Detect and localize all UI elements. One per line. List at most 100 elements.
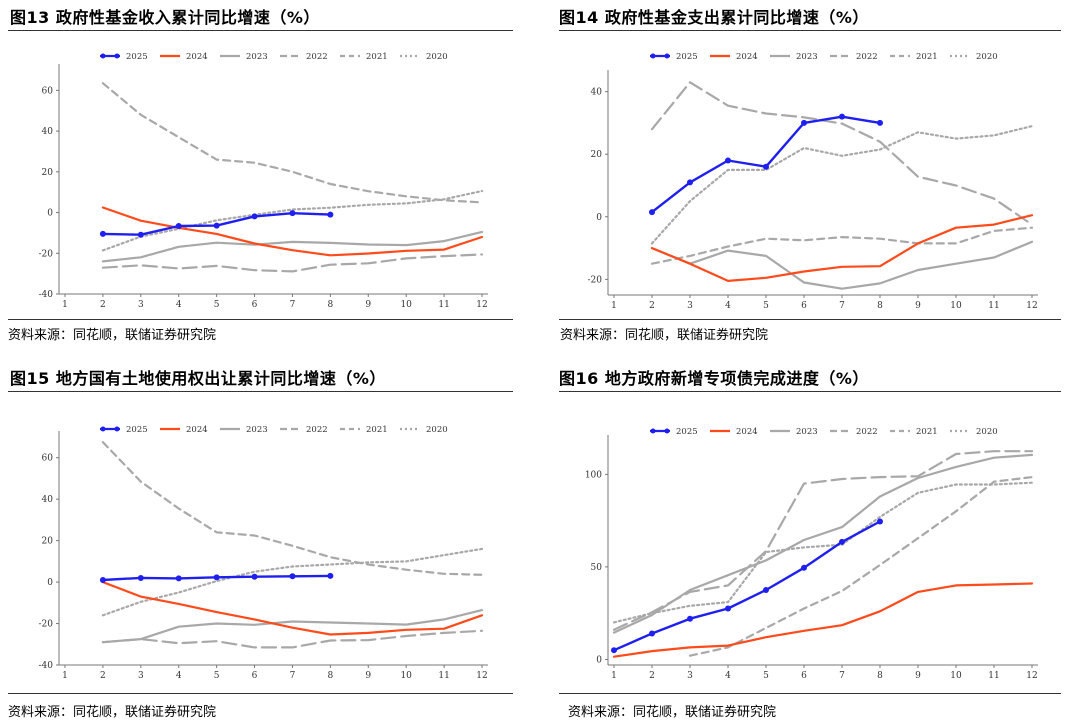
legend-label: 2020	[426, 52, 448, 62]
x-tick-label: 4	[725, 671, 731, 681]
x-tick-label: 3	[138, 300, 144, 310]
series-line-2020	[650, 124, 1034, 245]
data-point-2025	[289, 210, 296, 217]
x-tick-label: 4	[176, 671, 182, 681]
y-tick-label: 20	[42, 537, 54, 547]
title-divider	[559, 30, 1061, 31]
data-point-2025	[213, 574, 220, 581]
data-point-2025	[725, 605, 731, 612]
legend-label: 2023	[796, 427, 818, 437]
data-point-2025	[327, 211, 334, 218]
title-divider	[559, 391, 1061, 392]
legend-item-2021: 2021	[340, 425, 388, 435]
legend-label: 2025	[126, 52, 148, 62]
data-point-2025	[99, 230, 106, 237]
chart-title: 图16 地方政府新增专项债完成进度（%）	[559, 369, 869, 388]
series-line-2024	[612, 582, 1034, 658]
series-line-2020	[612, 481, 1034, 624]
x-tick-label: 3	[687, 671, 693, 681]
x-tick-label: 11	[438, 671, 449, 681]
y-tick-label: -40	[39, 290, 54, 300]
series-line-2021	[101, 441, 484, 576]
source-note: 资料来源：同花顺，联储证券研究院	[8, 328, 217, 343]
data-point-2025	[877, 119, 883, 126]
data-point-2025	[137, 574, 144, 581]
x-tick-label: 5	[763, 301, 769, 311]
source-note: 资料来源：同花顺，联储证券研究院	[560, 328, 769, 343]
data-point-2025	[611, 647, 617, 654]
data-point-2025	[251, 573, 258, 580]
legend-item-2025: 2025	[100, 52, 148, 62]
series-line-2022	[101, 253, 484, 273]
x-tick-label: 10	[950, 671, 962, 681]
legend-item-2024: 2024	[160, 425, 208, 435]
data-point-2025	[877, 518, 883, 525]
chart-panel-3: 图15 地方国有土地使用权出让累计同比增速（%） -40 -20 0 20 40 60 1 2…	[0, 361, 525, 722]
series-line-2022	[650, 81, 1034, 226]
legend-marker	[664, 428, 670, 434]
series-line-2021	[688, 475, 1034, 657]
x-tick-label: 1	[62, 671, 68, 681]
legend-marker	[650, 53, 656, 59]
legend-item-2023: 2023	[220, 52, 268, 62]
legend-item-2022: 2022	[280, 52, 328, 62]
data-point-2025	[99, 577, 106, 584]
x-tick-label: 4	[176, 300, 182, 310]
x-tick-label: 1	[611, 671, 617, 681]
legend-label: 2024	[186, 425, 208, 435]
legend-label: 2021	[366, 52, 388, 62]
series-line-2022	[101, 629, 484, 649]
legend-label: 2025	[676, 427, 698, 437]
data-point-2025	[175, 222, 182, 229]
series-line-2025	[612, 520, 882, 652]
chart-title: 图13 政府性基金收入累计同比增速（%）	[10, 8, 320, 27]
data-point-2025	[839, 113, 845, 120]
x-tick-label: 10	[400, 300, 412, 310]
x-tick-label: 2	[100, 300, 106, 310]
x-tick-label: 9	[915, 301, 921, 311]
source-divider	[559, 693, 1061, 694]
x-tick-label: 11	[438, 300, 449, 310]
legend-item-2023: 2023	[770, 427, 818, 437]
legend-marker	[100, 53, 106, 59]
x-tick-label: 5	[214, 300, 220, 310]
y-tick-label: 0	[47, 209, 53, 219]
data-point-2025	[687, 179, 693, 186]
legend-label: 2023	[246, 425, 268, 435]
source-divider	[559, 319, 1061, 320]
chart-title: 图15 地方国有土地使用权出让累计同比增速（%）	[10, 369, 386, 388]
legend-marker	[650, 428, 656, 434]
legend-item-2020: 2020	[950, 52, 998, 62]
series-line-2023	[101, 230, 484, 263]
x-tick-label: 5	[214, 671, 220, 681]
data-point-2025	[649, 209, 655, 216]
y-tick-label: 20	[591, 150, 603, 160]
y-tick-label: 40	[591, 88, 603, 98]
series-line-2021	[101, 82, 484, 204]
data-point-2025	[839, 538, 845, 545]
series-line-2023	[650, 240, 1034, 290]
legend-item-2024: 2024	[710, 427, 758, 437]
chart-panel-4: 图16 地方政府新增专项债完成进度（%） 0 50 100 1 2 3 4 5 6 7 8 9 10 11…	[541, 361, 1066, 722]
y-tick-label: 0	[47, 578, 53, 588]
series-line-2024	[101, 581, 484, 636]
x-tick-label: 2	[100, 671, 106, 681]
legend-item-2024: 2024	[710, 52, 758, 62]
x-tick-label: 6	[252, 300, 258, 310]
legend-item-2020: 2020	[400, 425, 448, 435]
x-tick-label: 1	[62, 300, 68, 310]
y-tick-label: -20	[39, 249, 54, 259]
data-point-2025	[801, 564, 807, 571]
legend-label: 2021	[366, 425, 388, 435]
legend-label: 2020	[976, 52, 998, 62]
data-point-2025	[175, 575, 182, 582]
x-tick-label: 11	[988, 301, 999, 311]
x-tick-label: 12	[1026, 671, 1037, 681]
legend-item-2021: 2021	[340, 52, 388, 62]
x-tick-label: 7	[290, 300, 296, 310]
data-point-2025	[725, 157, 731, 164]
x-tick-label: 2	[649, 671, 655, 681]
legend-label: 2020	[426, 425, 448, 435]
legend-label: 2021	[916, 52, 938, 62]
